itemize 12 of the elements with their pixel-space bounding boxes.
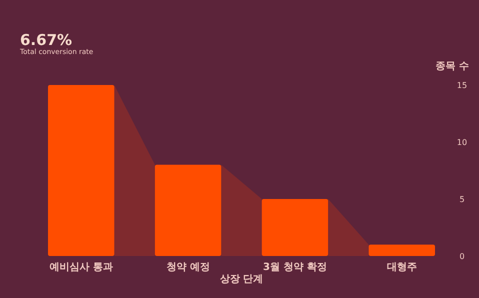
x-tick-label: 대형주	[386, 262, 417, 273]
x-tick-label: 예비심사 통과	[49, 262, 113, 273]
x-axis-title: 상장 단계	[220, 274, 264, 285]
y-axis-title: 종목 수	[436, 61, 469, 72]
x-tick-label: 청약 예정	[166, 262, 210, 273]
bar	[368, 244, 435, 256]
y-tick-label: 15	[456, 81, 468, 90]
y-tick-label: 5	[459, 195, 465, 204]
chart-title: 6.67%	[20, 31, 72, 49]
y-tick-label: 0	[459, 252, 465, 261]
y-tick-label: 10	[456, 138, 468, 147]
x-tick-label: 3월 청약 확정	[262, 262, 327, 273]
